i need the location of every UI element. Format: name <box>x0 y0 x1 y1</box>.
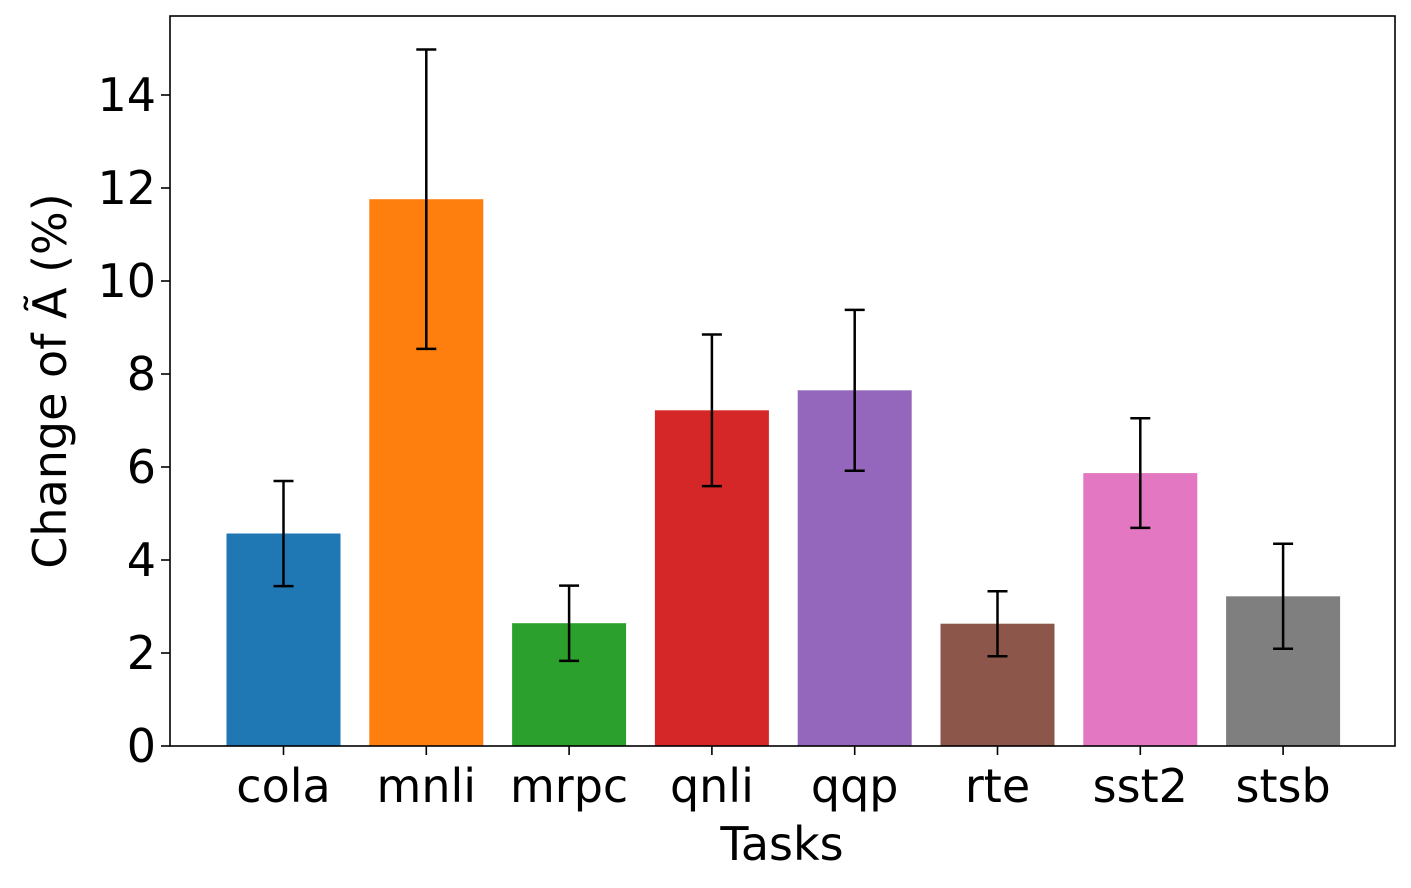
plot-frame <box>169 15 1396 747</box>
y-tick-label-2: 2 <box>127 626 156 680</box>
x-tick-label-stsb: stsb <box>1236 759 1331 813</box>
x-tick-label-mnli: mnli <box>377 759 477 813</box>
bars-layer <box>226 199 1341 746</box>
y-tick-label-4: 4 <box>127 533 156 587</box>
x-tick-label-sst2: sst2 <box>1093 759 1188 813</box>
y-tick-label-0: 0 <box>127 719 156 773</box>
y-tick-label-12: 12 <box>97 161 156 215</box>
y-tick-label-6: 6 <box>127 440 156 494</box>
error-bars-layer <box>273 48 1294 663</box>
y-tick-label-14: 14 <box>97 68 156 122</box>
y-axis: 0 2 4 6 8 10 12 14 <box>97 68 170 773</box>
x-axis-label: Tasks <box>719 817 843 871</box>
x-tick-label-rte: rte <box>965 759 1030 813</box>
x-tick-label-mrpc: mrpc <box>510 759 628 813</box>
y-tick-label-8: 8 <box>127 347 156 401</box>
y-tick-label-10: 10 <box>97 254 156 308</box>
x-axis: cola mnli mrpc qnli qqp rte sst2 stsb <box>236 746 1331 813</box>
x-tick-label-cola: cola <box>236 759 330 813</box>
y-axis-label: Change of Ã (%) <box>23 193 77 568</box>
x-tick-label-qqp: qqp <box>811 759 899 813</box>
x-tick-label-qnli: qnli <box>670 759 754 813</box>
